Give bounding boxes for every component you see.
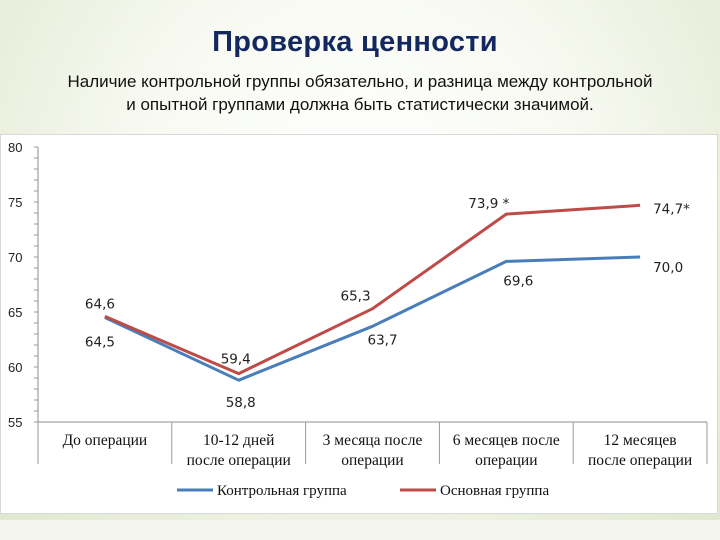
series-line-1 <box>104 203 641 376</box>
legend-label-1: Основная группа <box>440 483 549 499</box>
data-label: 70,0 <box>653 260 683 276</box>
data-label: 73,9 * <box>468 196 509 212</box>
y-tick-label: 80 <box>8 140 22 155</box>
x-tick-label: 10-12 дней <box>203 432 274 449</box>
x-tick-label: операции <box>341 452 403 469</box>
data-label: 58,8 <box>226 395 256 411</box>
y-tick-label: 65 <box>8 305 22 320</box>
slide-subtitle: Наличие контрольной группы обязательно, … <box>10 70 710 116</box>
series-line-0 <box>104 255 641 382</box>
data-label: 74,7* <box>653 201 690 217</box>
data-label: 64,6 <box>85 296 115 312</box>
legend-label-0: Контрольная группа <box>217 483 347 499</box>
data-label: 59,4 <box>221 352 251 368</box>
y-tick-label: 70 <box>8 250 22 265</box>
y-tick-label: 60 <box>8 360 22 375</box>
x-tick-label: 12 месяцев <box>604 432 677 449</box>
data-label: 69,6 <box>503 273 533 289</box>
x-tick-label: после операции <box>187 452 291 469</box>
subtitle-line-2: и опытной группами должна быть статистич… <box>126 95 594 114</box>
line-chart: 55 60 65 70 75 80 До операции 10-12 дней после о… <box>8 140 708 499</box>
footer-bar <box>0 520 720 540</box>
x-tick-label: До операции <box>63 432 148 449</box>
y-tick-label: 75 <box>8 195 22 210</box>
x-tick-label: 6 месяцев после <box>453 432 560 449</box>
data-label: 64,5 <box>85 335 115 351</box>
slide-title: Проверка ценности <box>212 26 498 58</box>
data-label: 65,3 <box>341 289 371 305</box>
data-label: 63,7 <box>368 332 398 348</box>
x-tick-label: 3 месяца после <box>323 432 423 449</box>
y-tick-label: 55 <box>8 415 22 430</box>
chart-panel: 55 60 65 70 75 80 До операции 10-12 дней после о… <box>0 134 718 514</box>
x-tick-label: операции <box>475 452 537 469</box>
x-tick-label: после операции <box>588 452 692 469</box>
subtitle-line-1: Наличие контрольной группы обязательно, … <box>67 72 653 91</box>
